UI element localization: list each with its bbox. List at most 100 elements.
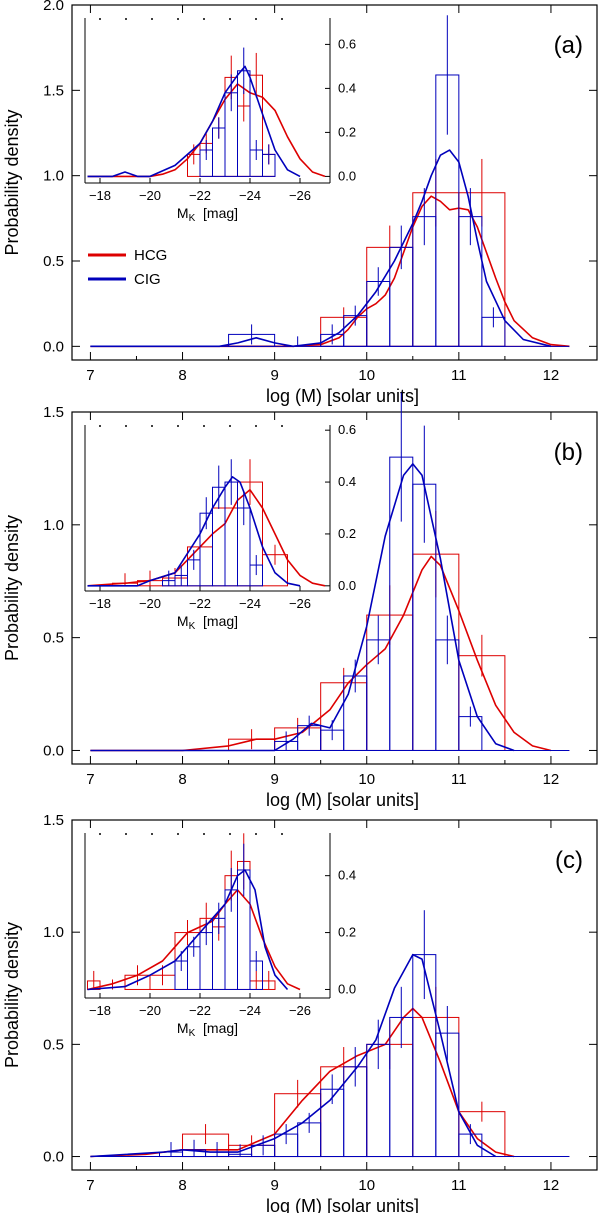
inset-x-tick-label: −18 [89, 596, 111, 611]
x-tick-label: 11 [451, 771, 467, 788]
inset-cig-kde-line [87, 869, 289, 991]
panel-a: 7 8 9 10 11 12 0.0 0.5 1.0 1.5 2.0 log (M) [solar u… [2, 0, 598, 406]
y-tick-label: 1.0 [43, 924, 64, 941]
x-tick-label: 8 [178, 771, 186, 788]
y-tick-label: 1.5 [43, 82, 64, 99]
x-tick-label: 11 [451, 1177, 467, 1194]
inset-x-tick-label: −20 [139, 188, 161, 203]
inset-x-tick-label: −26 [289, 1003, 311, 1018]
inset-x-tick-label: −20 [139, 1003, 161, 1018]
inset-background [85, 833, 330, 998]
inset-y-tick-label: 0.2 [338, 925, 356, 940]
series-cig [90, 910, 570, 1158]
inset-x-tick-label: −18 [89, 188, 111, 203]
inset-x-tick-label: −22 [189, 1003, 211, 1018]
y-tick-label: 1.5 [43, 404, 64, 421]
y-tick-label: 0.5 [43, 630, 64, 647]
y-tick-label: 2.0 [43, 0, 64, 14]
inset-y-tick-label: 0.6 [338, 422, 356, 437]
inset-x-axis-label-unit: [mag] [195, 613, 238, 629]
y-axis-label: Probability density [2, 922, 22, 1068]
inset-y-tick-label: 0.0 [338, 981, 356, 996]
inset-y-tick-label: 0.6 [338, 36, 356, 51]
inset-x-axis-label: MK [mag] [177, 205, 238, 224]
inset-cig-series [87, 47, 301, 178]
plot-frame [71, 819, 598, 1171]
series-hcg [90, 986, 570, 1158]
y-tick-label: 0.0 [43, 1149, 64, 1166]
y-axis-label: Probability density [2, 515, 22, 661]
inset-x-tick-label: −24 [239, 1003, 261, 1018]
x-tick-label: 8 [178, 1177, 186, 1194]
inset-x-axis-label-main: M [177, 1020, 189, 1036]
plot-frame [71, 411, 598, 765]
y-tick-label: 0.0 [43, 742, 64, 759]
inset-background [85, 18, 330, 183]
y-tick-label: 0.0 [43, 338, 64, 355]
panel-label: (c) [555, 847, 583, 874]
x-tick-label: 10 [358, 367, 375, 384]
inset-x-axis-label-unit: [mag] [195, 1020, 238, 1036]
y-tick-label: 1.5 [43, 812, 64, 829]
x-tick-label: 12 [543, 771, 560, 788]
legend: HCG CIG [88, 247, 167, 288]
inset-y-tick-label: 0.0 [338, 578, 356, 593]
inset-x-tick-label: −26 [289, 596, 311, 611]
inset-x-axis-label-main: M [177, 205, 189, 221]
inset-x-axis-label-subscript: K [189, 1028, 196, 1039]
inset-x-tick-label: −20 [139, 596, 161, 611]
inset-y-tick-label: 0.0 [338, 168, 356, 183]
y-axis-label: Probability density [2, 109, 22, 255]
inset-x-tick-label: −22 [189, 596, 211, 611]
cig-kde-line [90, 149, 552, 348]
x-tick-label: 7 [86, 1177, 94, 1194]
series-cig [90, 392, 570, 752]
x-tick-label: 12 [543, 1177, 560, 1194]
inset-y-tick-label: 0.2 [338, 526, 356, 541]
inset-cig-kde-line [87, 65, 301, 178]
cig-kde-line [90, 953, 497, 1158]
x-tick-label: 7 [86, 367, 94, 384]
hcg-kde-line [90, 555, 552, 752]
inset-y-tick-label: 0.4 [338, 474, 356, 489]
inset-plot: −18 −20 −22 −24 −26 0.0 0.2 0.4 MK [mag] [84, 833, 356, 1039]
x-axis-label: log (M) [solar units] [266, 1196, 419, 1213]
x-tick-label: 7 [86, 771, 94, 788]
inset-cig-series [87, 459, 301, 587]
panel-b: 7 8 9 10 11 12 0.0 0.5 1.0 1.5 log (M) [solar unit… [2, 392, 598, 810]
panel-label: (a) [554, 32, 583, 59]
inset-x-axis-label-subscript: K [189, 213, 196, 224]
inset-x-axis-label: MK [mag] [177, 613, 238, 632]
inset-x-tick-label: −22 [189, 188, 211, 203]
y-tick-label: 0.5 [43, 253, 64, 270]
x-tick-label: 12 [543, 367, 560, 384]
y-tick-label: 0.5 [43, 1036, 64, 1053]
panel-label: (b) [554, 439, 583, 466]
inset-background [85, 425, 330, 591]
inset-x-tick-label: −24 [239, 596, 261, 611]
x-axis-label: log (M) [solar units] [266, 790, 419, 810]
x-tick-label: 11 [451, 367, 467, 384]
inset-x-axis-label-subscript: K [189, 621, 196, 632]
inset-plot: −18 −20 −22 −24 −26 0.0 0.2 0.4 0.6 MK [mag] [84, 18, 356, 224]
x-tick-label: 10 [358, 1177, 375, 1194]
y-tick-label: 1.0 [43, 517, 64, 534]
inset-y-tick-label: 0.2 [338, 124, 356, 139]
cig-kde-line [90, 463, 515, 752]
inset-x-axis-label: MK [mag] [177, 1020, 238, 1039]
hcg-kde-line [90, 1007, 515, 1158]
inset-cig-kde-line [87, 476, 301, 587]
inset-x-tick-label: −18 [89, 1003, 111, 1018]
panel-c: 7 8 9 10 11 12 0.0 0.5 1.0 1.5 log (M) [solar unit… [2, 812, 598, 1213]
inset-x-axis-label-main: M [177, 613, 189, 629]
y-tick-label: 1.0 [43, 168, 64, 185]
inset-x-tick-label: −26 [289, 188, 311, 203]
legend-label-cig: CIG [134, 271, 161, 288]
inset-y-tick-label: 0.4 [338, 868, 356, 883]
x-tick-label: 9 [270, 367, 278, 384]
series-cig [90, 15, 570, 348]
x-axis-label: log (M) [solar units] [266, 386, 419, 406]
x-tick-label: 10 [358, 771, 375, 788]
plot-frame [71, 4, 598, 361]
